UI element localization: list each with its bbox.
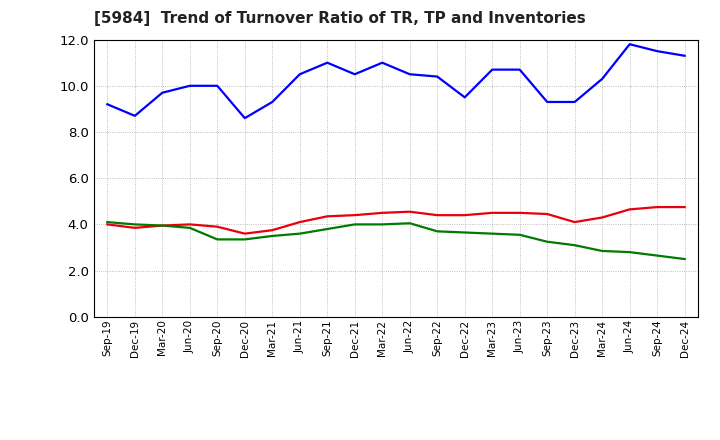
Trade Receivables [488, 210, 497, 216]
Trade Receivables [460, 213, 469, 218]
Inventories [130, 222, 139, 227]
Inventories [351, 222, 359, 227]
Trade Receivables [543, 211, 552, 216]
Trade Payables [488, 67, 497, 72]
Trade Payables [405, 72, 414, 77]
Line: Inventories: Inventories [107, 222, 685, 259]
Inventories [405, 220, 414, 226]
Trade Receivables [598, 215, 606, 220]
Trade Payables [378, 60, 387, 65]
Trade Payables [680, 53, 689, 59]
Trade Receivables [680, 205, 689, 210]
Inventories [680, 257, 689, 262]
Trade Payables [103, 102, 112, 107]
Trade Payables [460, 95, 469, 100]
Inventories [378, 222, 387, 227]
Trade Receivables [213, 224, 222, 229]
Trade Payables [626, 41, 634, 47]
Inventories [103, 220, 112, 225]
Trade Receivables [653, 205, 662, 210]
Trade Receivables [186, 222, 194, 227]
Inventories [240, 237, 249, 242]
Trade Receivables [130, 225, 139, 231]
Inventories [213, 237, 222, 242]
Inventories [158, 223, 166, 228]
Inventories [295, 231, 304, 236]
Inventories [626, 249, 634, 255]
Trade Payables [158, 90, 166, 95]
Trade Payables [323, 60, 332, 65]
Trade Receivables [295, 220, 304, 225]
Trade Receivables [626, 207, 634, 212]
Line: Trade Receivables: Trade Receivables [107, 207, 685, 234]
Trade Payables [516, 67, 524, 72]
Trade Receivables [103, 222, 112, 227]
Trade Payables [186, 83, 194, 88]
Trade Payables [543, 99, 552, 105]
Inventories [543, 239, 552, 244]
Inventories [323, 226, 332, 231]
Text: [5984]  Trend of Turnover Ratio of TR, TP and Inventories: [5984] Trend of Turnover Ratio of TR, TP… [94, 11, 585, 26]
Trade Receivables [240, 231, 249, 236]
Trade Receivables [405, 209, 414, 214]
Trade Receivables [351, 213, 359, 218]
Inventories [268, 233, 276, 238]
Inventories [186, 225, 194, 231]
Trade Payables [570, 99, 579, 105]
Trade Receivables [570, 220, 579, 225]
Inventories [598, 248, 606, 253]
Trade Receivables [516, 210, 524, 216]
Inventories [570, 242, 579, 248]
Trade Receivables [268, 227, 276, 233]
Trade Payables [598, 76, 606, 81]
Trade Payables [653, 48, 662, 54]
Trade Payables [240, 115, 249, 121]
Trade Receivables [378, 210, 387, 216]
Trade Payables [351, 72, 359, 77]
Trade Receivables [433, 213, 441, 218]
Inventories [488, 231, 497, 236]
Trade Payables [433, 74, 441, 79]
Trade Payables [213, 83, 222, 88]
Line: Trade Payables: Trade Payables [107, 44, 685, 118]
Trade Payables [130, 113, 139, 118]
Inventories [516, 232, 524, 238]
Inventories [433, 229, 441, 234]
Trade Receivables [158, 223, 166, 228]
Inventories [653, 253, 662, 258]
Trade Payables [268, 99, 276, 105]
Inventories [460, 230, 469, 235]
Trade Receivables [323, 214, 332, 219]
Trade Payables [295, 72, 304, 77]
